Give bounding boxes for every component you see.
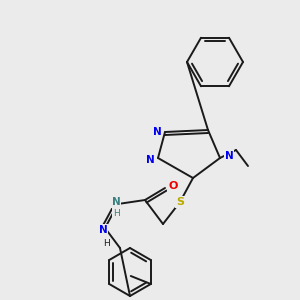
Text: H: H: [103, 239, 110, 248]
Text: H: H: [112, 208, 119, 217]
Text: N: N: [146, 155, 154, 165]
Text: S: S: [176, 197, 184, 207]
Text: N: N: [225, 151, 233, 161]
Text: N: N: [99, 225, 107, 235]
Text: N: N: [112, 197, 120, 207]
Text: N: N: [153, 127, 161, 137]
Text: O: O: [168, 181, 178, 191]
